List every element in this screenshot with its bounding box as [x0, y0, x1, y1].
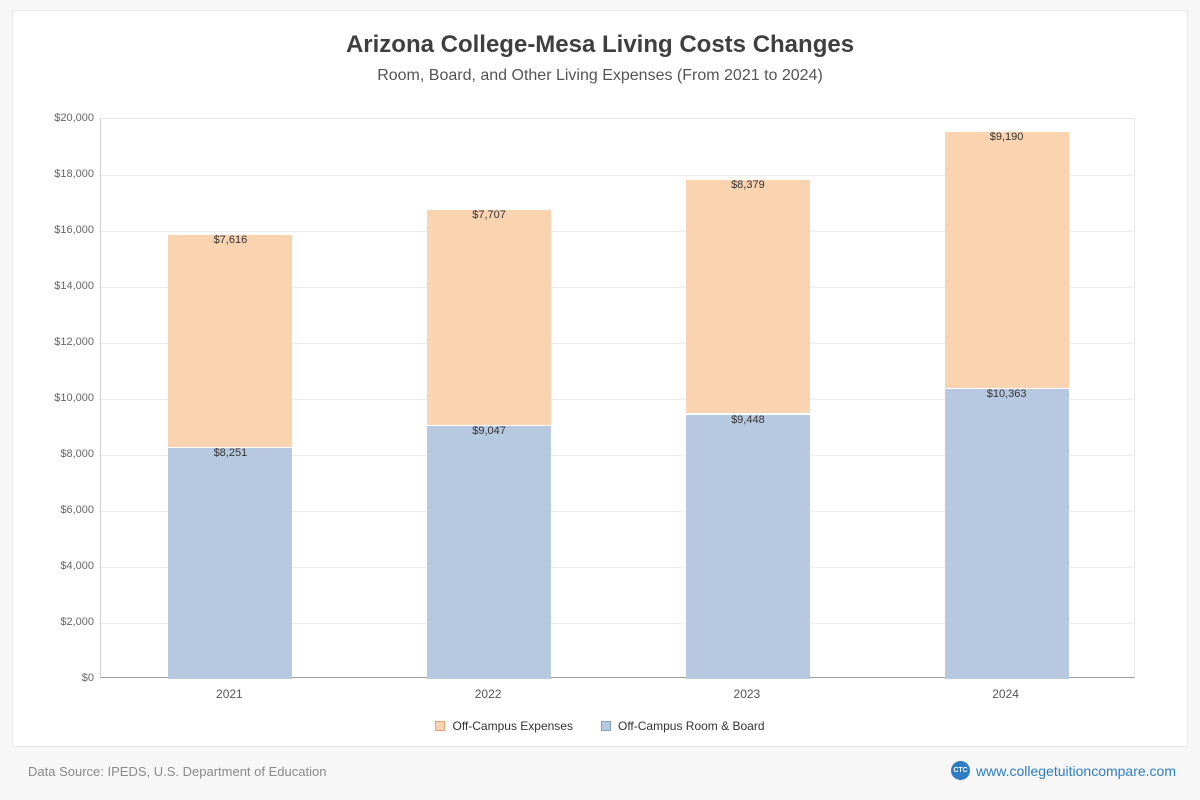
legend-swatch-room-icon [600, 721, 611, 731]
gridline [101, 342, 1134, 344]
gridline [101, 622, 1134, 624]
chart-subtitle: Room, Board, and Other Living Expenses (… [377, 67, 823, 84]
bar-segment-room-2024[interactable] [944, 388, 1069, 679]
bar-segment-room-2023[interactable] [685, 414, 810, 679]
bar-label-expenses-2024: $9,190 [989, 130, 1024, 143]
bar-label-room-2024: $10,363 [986, 387, 1027, 400]
bar-segment-room-2022[interactable] [427, 425, 552, 679]
bar-label-room-2023: $9,448 [731, 413, 765, 426]
bar-label-expenses-2022: $7,707 [472, 208, 506, 221]
legend-item-room[interactable]: Off-Campus Room & Board [600, 719, 765, 733]
gridline [101, 566, 1134, 568]
gridline [101, 454, 1134, 456]
bar-label-room-2021: $8,251 [213, 447, 248, 459]
ctc-logo-icon: CTC [951, 761, 971, 780]
legend-label-room: Off-Campus Room & Board [617, 719, 765, 733]
data-source-text: Data Source: IPEDS, U.S. Department of E… [28, 764, 327, 779]
footer-site-link[interactable]: CTC www.collegetuitioncompare.com [951, 761, 1176, 780]
bar-segment-expenses-2023[interactable] [685, 179, 810, 415]
chart-title: Arizona College-Mesa Living Costs Change… [345, 31, 855, 58]
gridline [101, 510, 1134, 512]
bar-label-expenses-2023: $8,379 [731, 178, 765, 191]
plot-area: $8,251 $7,616 $9,047 $7,707 $9,448 $8,379 $10,… [100, 118, 1135, 679]
bar-label-expenses-2021: $7,616 [213, 233, 248, 246]
bar-segment-expenses-2021[interactable] [168, 234, 293, 448]
bar-segment-room-2021[interactable] [168, 448, 293, 679]
gridline [101, 230, 1134, 232]
gridline [101, 286, 1134, 288]
legend-label-expenses: Off-Campus Expenses [452, 719, 573, 733]
bar-label-room-2022: $9,047 [472, 424, 506, 437]
legend-swatch-expenses-icon [435, 721, 446, 731]
site-link-text: www.collegetuitioncompare.com [976, 762, 1176, 779]
bar-segment-expenses-2022[interactable] [427, 209, 552, 426]
legend: Off-Campus Expenses Off-Campus Room & Bo… [0, 719, 1200, 733]
legend-item-expenses[interactable]: Off-Campus Expenses [435, 719, 573, 733]
gridline [101, 174, 1134, 176]
gridline [101, 398, 1134, 400]
bar-segment-expenses-2024[interactable] [944, 131, 1069, 389]
